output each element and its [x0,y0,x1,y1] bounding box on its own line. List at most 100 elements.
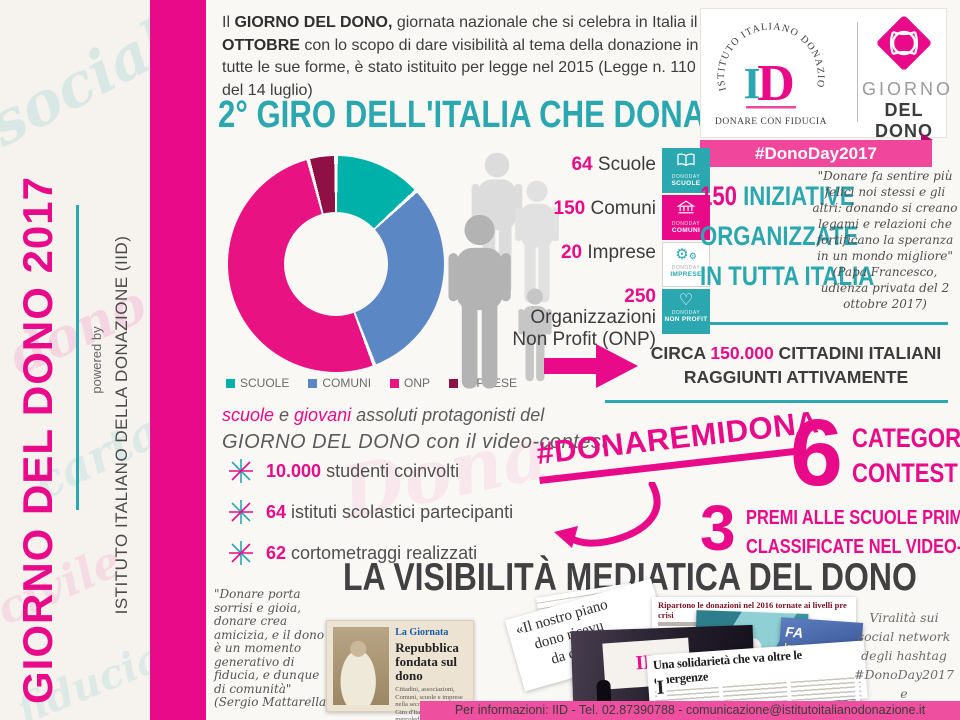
intro-text: Il [222,14,235,31]
poster-title-vertical: GIORNO DEL DONO 2017 [14,175,61,705]
contest-3-labels: PREMI ALLE SCUOLE PRIME CLASSIFICATE NEL… [746,504,960,562]
legend-swatch [308,378,318,388]
fa-show-title: FA [784,623,804,641]
stat-comuni: 150 Comuni [498,198,656,220]
book-icon [677,153,695,167]
stat-label: Organizzazioni Non Profit (ONP) [512,307,656,351]
intro-text: con lo scopo di dare visibilità al tema … [222,36,699,100]
iniziative-line: IN TUTTA ITALIA [700,261,875,291]
tile-label: IMPRESE [670,271,702,278]
tile-nonprofit: ♡ DONODAY NON PROFIT [662,289,710,334]
sidebar-divider-line [76,205,79,510]
schools-text: assoluti protagonisti del [351,405,545,425]
legend-item-onp: ONP [390,376,430,390]
quote-text: "Donare porta sorrisi e gioia, donare cr… [214,587,325,696]
reach-number: 150.000 [710,343,774,363]
asterisk-icon [229,541,253,565]
mattarella-quote: "Donare porta sorrisi e gioia, donare cr… [214,587,334,710]
intro-paragraph: Il GIORNO DEL DONO, giornata nazionale c… [222,12,719,103]
contest-number-6: 6 [790,400,843,506]
reach-text: CITTADINI ITALIANI [773,343,942,363]
asterisk-icon [229,459,253,483]
footer-contact-strip: Per informazioni: IID - Tel. 02.87390788… [420,701,960,720]
heart-icon: ♡ [678,292,694,309]
schools-text: e [274,405,295,425]
legend-label: COMUNI [322,376,372,390]
intro-text: giornata nazionale che si celebra in Ita… [392,14,702,31]
legend-item-scuole: SCUOLE [226,376,289,390]
iid-tagline: DONARE CON FIDUCIA [715,117,827,127]
stat-label: Scuole [597,154,656,175]
tile-imprese: ⚙⚙ DONODAY IMPRESE [662,242,710,287]
contest-number-3: 3 [700,492,736,564]
quote-attribution: (Papa Francesco, udienza privata del 2 o… [820,265,950,311]
watermark-word: sociale [0,0,150,161]
iid-letter-d: D [757,55,795,112]
contest-label: PREMI ALLE SCUOLE PRIME [746,507,960,529]
participation-stats: 64 Scuole 150 Comuni 20 Imprese 250 Orga… [498,154,656,373]
reach-text: CIRCA [650,343,711,363]
papa-francesco-quote: "Donare fa sentire più felici noi stessi… [812,168,958,312]
contest-label: CLASSIFICATE NEL VIDEO-CONTEST [746,536,960,558]
clipping-photo [333,627,390,705]
schools-intro: scuole e giovani assoluti protagonisti d… [222,402,608,456]
legend-swatch [226,378,235,388]
tile-label: SCUOLE [671,180,701,187]
tile-brand: DONODAY [671,221,701,227]
bullet-studenti: 10.000 studenti coinvolti [228,458,459,484]
bullet-number: 62 [266,542,287,563]
tile-label: NON PROFIT [664,316,708,323]
iid-underline [746,106,796,109]
tile-brand: DONODAY [671,174,701,180]
teal-divider-2 [605,400,948,403]
legend-swatch [390,378,400,388]
organization-name-vertical: ISTITUTO ITALIANO DELLA DONAZIONE (IID) [112,235,131,615]
iid-letter-i: I [743,59,760,108]
right-arrow-icon [544,344,638,388]
gdd-logo-line1: GIORNO [862,79,954,99]
teal-divider-1 [698,322,948,325]
tile-label: COMUNI [671,227,701,234]
powered-by-label: powered by [89,326,104,394]
stat-label: Imprese [587,241,656,263]
magenta-vertical-bar [150,0,206,720]
contest-label: CONTEST [852,458,958,488]
stat-imprese: 20 Imprese [498,242,656,264]
stat-number: 150 [553,197,586,219]
clipping-headline: Ripartono le donazioni nel 2016 tornate … [658,600,847,620]
donut-hole [284,212,388,316]
stat-scuole: 64 Scuole [498,154,656,176]
schools-word-giovani: giovani [294,405,352,425]
contest-6-labels: CATEGORIE CONTEST [852,421,960,491]
iniziative-line: ORGANIZZATE [700,221,859,251]
clipping-la-giornata: La Giornata Repubblica fondata sul dono … [326,620,474,720]
giorno-del-dono-logo: GIORNO DEL DONO [862,14,954,142]
quote-attribution: (Sergio Mattarella) [214,695,331,709]
legend-swatch [449,378,459,388]
legend-label: ONP [404,376,431,390]
bullet-label: cortometraggi realizzati [291,542,478,563]
bullet-istituti: 64 istituti scolastici partecipanti [228,499,513,525]
bullet-label: studenti coinvolti [326,460,460,481]
clipping-drop-cap: I [655,676,668,701]
reach-text-line2: RAGGIUNTI ATTIVAMENTE [683,367,909,387]
stat-number: 20 [560,241,583,263]
gdd-logo-line2: DEL DONO [875,100,933,141]
intro-bold-giorno: GIORNO DEL DONO, [234,14,393,31]
contest-label: CATEGORIE [852,423,960,453]
donoday-ribbon: #DonoDay2017 [700,133,933,167]
stat-number: 64 [571,154,593,175]
stat-onp: 250 Organizzazioni Non Profit (ONP) [498,286,656,352]
tile-brand: DONODAY [671,310,701,316]
knot-diamond-icon [877,16,931,70]
gears-icon: ⚙⚙ [675,246,697,263]
iniziative-block: 150 INIZIATIVE ORGANIZZATE IN TUTTA ITAL… [700,176,912,296]
iniziative-number: 150 [700,181,737,211]
tile-comuni: DONODAY COMUNI [662,195,710,240]
iniziative-line: INIZIATIVE [736,181,855,211]
stat-number: 250 [624,285,656,307]
bullet-number: 10.000 [266,460,322,481]
schools-text-line2: GIORNO DEL DONO con il video-contest [222,431,608,453]
asterisk-icon [229,500,253,524]
